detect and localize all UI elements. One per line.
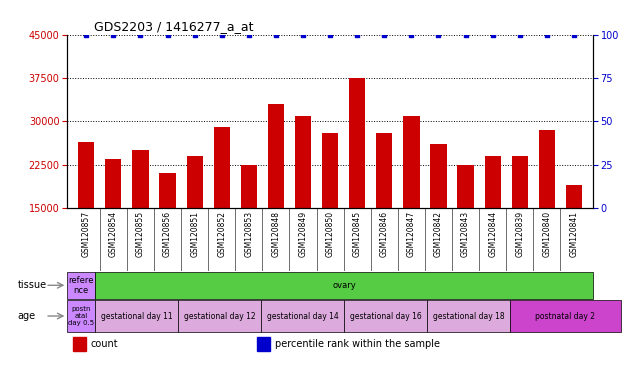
Bar [241,165,257,295]
Point [244,31,254,38]
Text: gestational day 18: gestational day 18 [433,311,504,321]
Bar [349,78,365,295]
Text: GSM120841: GSM120841 [569,211,578,257]
Bar [322,133,338,295]
Text: gestational day 12: gestational day 12 [183,311,255,321]
Bar [160,173,176,295]
Text: GSM120849: GSM120849 [299,211,308,257]
Text: postn
atal
day 0.5: postn atal day 0.5 [68,306,94,326]
Point [433,31,444,38]
Text: GSM120856: GSM120856 [163,211,172,257]
FancyBboxPatch shape [95,271,593,299]
Point [190,31,200,38]
Text: gestational day 14: gestational day 14 [267,311,338,321]
FancyBboxPatch shape [178,300,261,332]
Text: age: age [17,311,36,321]
Text: GSM120842: GSM120842 [434,211,443,257]
Text: tissue: tissue [17,280,47,290]
Point [406,31,417,38]
Bar [72,337,86,351]
Text: GSM120857: GSM120857 [82,211,91,257]
Text: GSM120855: GSM120855 [136,211,145,257]
Text: postnatal day 2: postnatal day 2 [535,311,595,321]
Point [325,31,335,38]
Text: GSM120843: GSM120843 [461,211,470,257]
Bar [213,127,230,295]
Bar [538,130,555,295]
Point [488,31,498,38]
Text: GSM120845: GSM120845 [353,211,362,257]
Bar [485,156,501,295]
FancyBboxPatch shape [95,300,178,332]
Point [271,31,281,38]
Point [108,31,119,38]
FancyBboxPatch shape [261,300,344,332]
Bar [132,150,149,295]
Bar [256,337,270,351]
Text: GSM120853: GSM120853 [244,211,253,257]
Point [542,31,552,38]
Point [379,31,390,38]
FancyBboxPatch shape [510,300,620,332]
Bar [430,144,447,295]
Bar [268,104,284,295]
FancyBboxPatch shape [344,300,427,332]
FancyBboxPatch shape [427,300,510,332]
Point [515,31,525,38]
Text: GSM120854: GSM120854 [109,211,118,257]
Text: ovary: ovary [332,281,356,290]
Text: GSM120846: GSM120846 [380,211,389,257]
Point [135,31,146,38]
Text: gestational day 11: gestational day 11 [101,311,172,321]
Text: GDS2203 / 1416277_a_at: GDS2203 / 1416277_a_at [94,20,253,33]
Bar [403,116,419,295]
Bar [78,142,94,295]
Text: GSM120839: GSM120839 [515,211,524,257]
Bar [566,185,582,295]
FancyBboxPatch shape [67,271,95,299]
Point [569,31,579,38]
Bar [295,116,311,295]
Point [81,31,92,38]
Point [460,31,470,38]
Bar [458,165,474,295]
Text: GSM120850: GSM120850 [326,211,335,257]
FancyBboxPatch shape [67,300,95,332]
Text: refere
nce: refere nce [69,276,94,295]
Text: GSM120848: GSM120848 [271,211,280,257]
Text: GSM120847: GSM120847 [407,211,416,257]
Bar [105,159,122,295]
Point [217,31,227,38]
Point [298,31,308,38]
Bar [376,133,392,295]
Text: GSM120852: GSM120852 [217,211,226,257]
Text: GSM120844: GSM120844 [488,211,497,257]
Point [352,31,362,38]
Text: count: count [91,339,119,349]
Text: GSM120851: GSM120851 [190,211,199,257]
Text: percentile rank within the sample: percentile rank within the sample [275,339,440,349]
Point [162,31,172,38]
Text: GSM120840: GSM120840 [542,211,551,257]
Text: gestational day 16: gestational day 16 [349,311,421,321]
Bar [512,156,528,295]
Bar [187,156,203,295]
